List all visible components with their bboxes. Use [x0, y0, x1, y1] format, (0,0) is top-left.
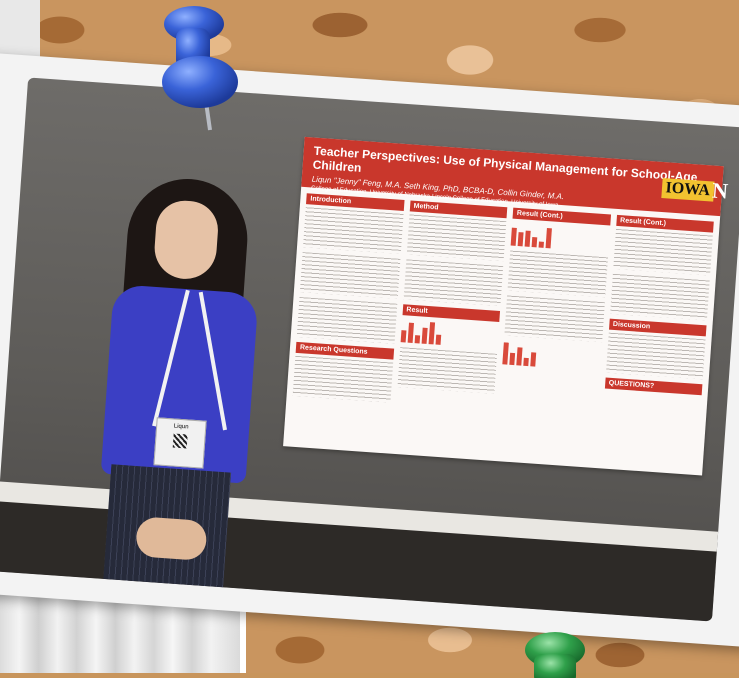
research-poster: Teacher Perspectives: Use of Physical Ma…	[283, 136, 729, 476]
name-badge: Liqun	[153, 417, 207, 469]
poster-column-1: Introduction Research Questions	[292, 193, 405, 407]
photo-content: Teacher Perspectives: Use of Physical Ma…	[0, 77, 739, 622]
text-block	[507, 250, 608, 298]
pinned-photo[interactable]: Teacher Perspectives: Use of Physical Ma…	[0, 52, 739, 648]
blue-pushpin-icon[interactable]	[152, 2, 242, 132]
bar-chart	[400, 318, 499, 349]
section-questions: QUESTIONS?	[604, 377, 703, 396]
qr-code-icon	[172, 433, 188, 449]
poster-column-3: Result (Cont.)	[499, 207, 611, 422]
presenter: Liqun	[83, 174, 291, 591]
bar-chart	[502, 340, 601, 371]
poster-column-4: Result (Cont.) Discussion QUESTIONS?	[602, 214, 714, 429]
text-block	[605, 332, 706, 380]
nebraska-n-logo: N	[711, 177, 729, 204]
text-block	[292, 355, 393, 403]
text-block	[396, 347, 498, 394]
text-block	[609, 273, 710, 321]
text-block	[504, 295, 605, 343]
text-block	[303, 207, 404, 254]
green-pushpin-icon[interactable]	[520, 628, 590, 678]
text-block	[403, 259, 504, 306]
iowa-logo: IOWA	[660, 177, 715, 202]
text-block	[406, 214, 507, 262]
text-block	[299, 252, 400, 299]
text-block	[612, 228, 713, 276]
badge-name: Liqun	[173, 423, 189, 431]
text-block	[296, 296, 397, 344]
hands	[135, 516, 208, 561]
bar-chart	[510, 222, 610, 253]
poster-column-2: Method Result	[396, 200, 508, 414]
